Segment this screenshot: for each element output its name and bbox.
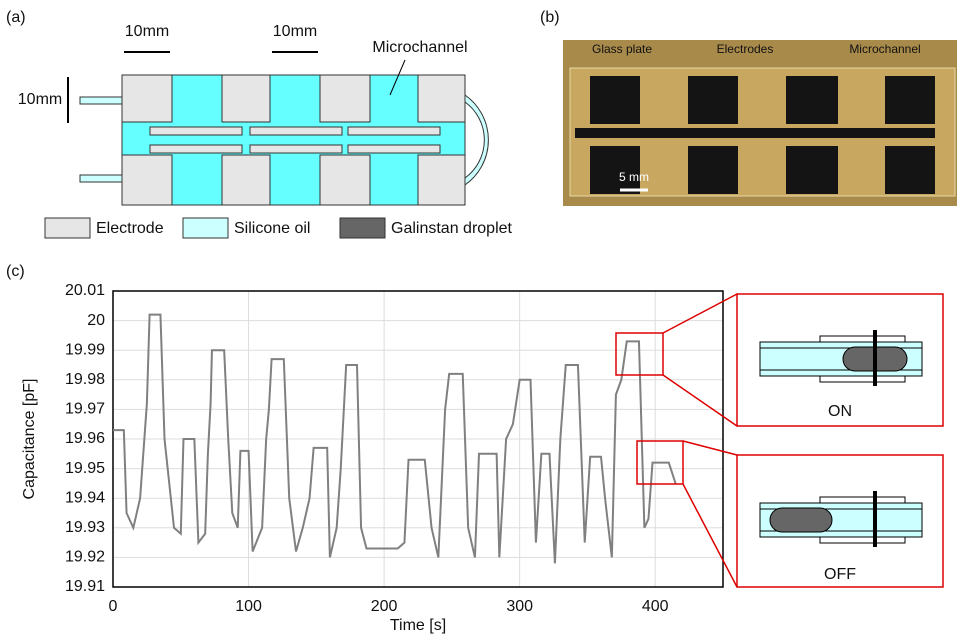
legend-label: Galinstan droplet [391, 220, 513, 237]
electrodes-photo [575, 76, 935, 194]
x-axis-title: Time [s] [390, 617, 446, 634]
panel-a: (a) 10mm 10mm 10mm Microchannel Electrod… [6, 9, 513, 239]
inset-off: OFF [759, 491, 923, 583]
legend-swatch [339, 217, 386, 239]
zoom-boxes [615, 293, 944, 588]
x-tick-label: 300 [506, 598, 533, 615]
photo-label: Microchannel [849, 42, 920, 56]
y-tick-label: 19.96 [65, 430, 105, 447]
panel-label: (b) [540, 9, 560, 26]
plot-frame [112, 290, 724, 588]
x-tick-label: 400 [642, 598, 669, 615]
dimension: 10mm [18, 91, 62, 108]
x-tick-label: 100 [235, 598, 262, 615]
panel-label: (a) [6, 9, 26, 26]
outlet [79, 174, 123, 183]
dimension: 10mm [125, 23, 169, 40]
x-tick-label: 200 [371, 598, 398, 615]
legend-swatch [182, 217, 229, 239]
x-tick-label: 0 [109, 598, 118, 615]
inset-label: OFF [824, 566, 856, 583]
channel-body [121, 74, 466, 206]
y-tick-label: 19.91 [65, 578, 105, 595]
y-axis-title: Capacitance [pF] [21, 379, 38, 500]
y-tick-label: 19.92 [65, 549, 105, 566]
y-tick-label: 19.98 [65, 371, 105, 388]
legend-swatch [44, 217, 91, 239]
y-tick-label: 19.93 [65, 519, 105, 536]
dimension: 10mm [273, 23, 317, 40]
electrodes [121, 74, 466, 206]
y-tick-label: 19.94 [65, 489, 105, 506]
photo-label: Electrodes [717, 42, 774, 56]
y-tick-label: 20.01 [65, 282, 105, 299]
y-tick-label: 20 [87, 312, 105, 329]
photo-label: Glass plate [592, 42, 652, 56]
inset-label: ON [828, 403, 852, 420]
callout-arrow [389, 59, 406, 96]
y-tick-label: 19.95 [65, 460, 105, 477]
scale-label: 5 mm [619, 170, 649, 184]
panel-c: (c) 19.9119.9219.9319.9419.9519.9619.971… [6, 263, 944, 634]
callout: Microchannel [372, 39, 467, 56]
inlet [79, 96, 123, 105]
y-tick-label: 19.99 [65, 341, 105, 358]
panel-b: (b) Glass plate Electrodes Microchannel … [540, 9, 957, 206]
legend-label: Electrode [96, 220, 164, 237]
panel-label: (c) [6, 263, 25, 280]
legend-label: Silicone oil [234, 220, 310, 237]
loop [464, 94, 489, 186]
inset-on: ON [759, 330, 923, 420]
dimension-lines [67, 51, 318, 123]
y-tick-label: 19.97 [65, 401, 105, 418]
plot: 19.91 19.92 19.93 19.94 19.95 19.96 19.97 19.98… [21, 282, 724, 634]
data-line [113, 313, 677, 564]
